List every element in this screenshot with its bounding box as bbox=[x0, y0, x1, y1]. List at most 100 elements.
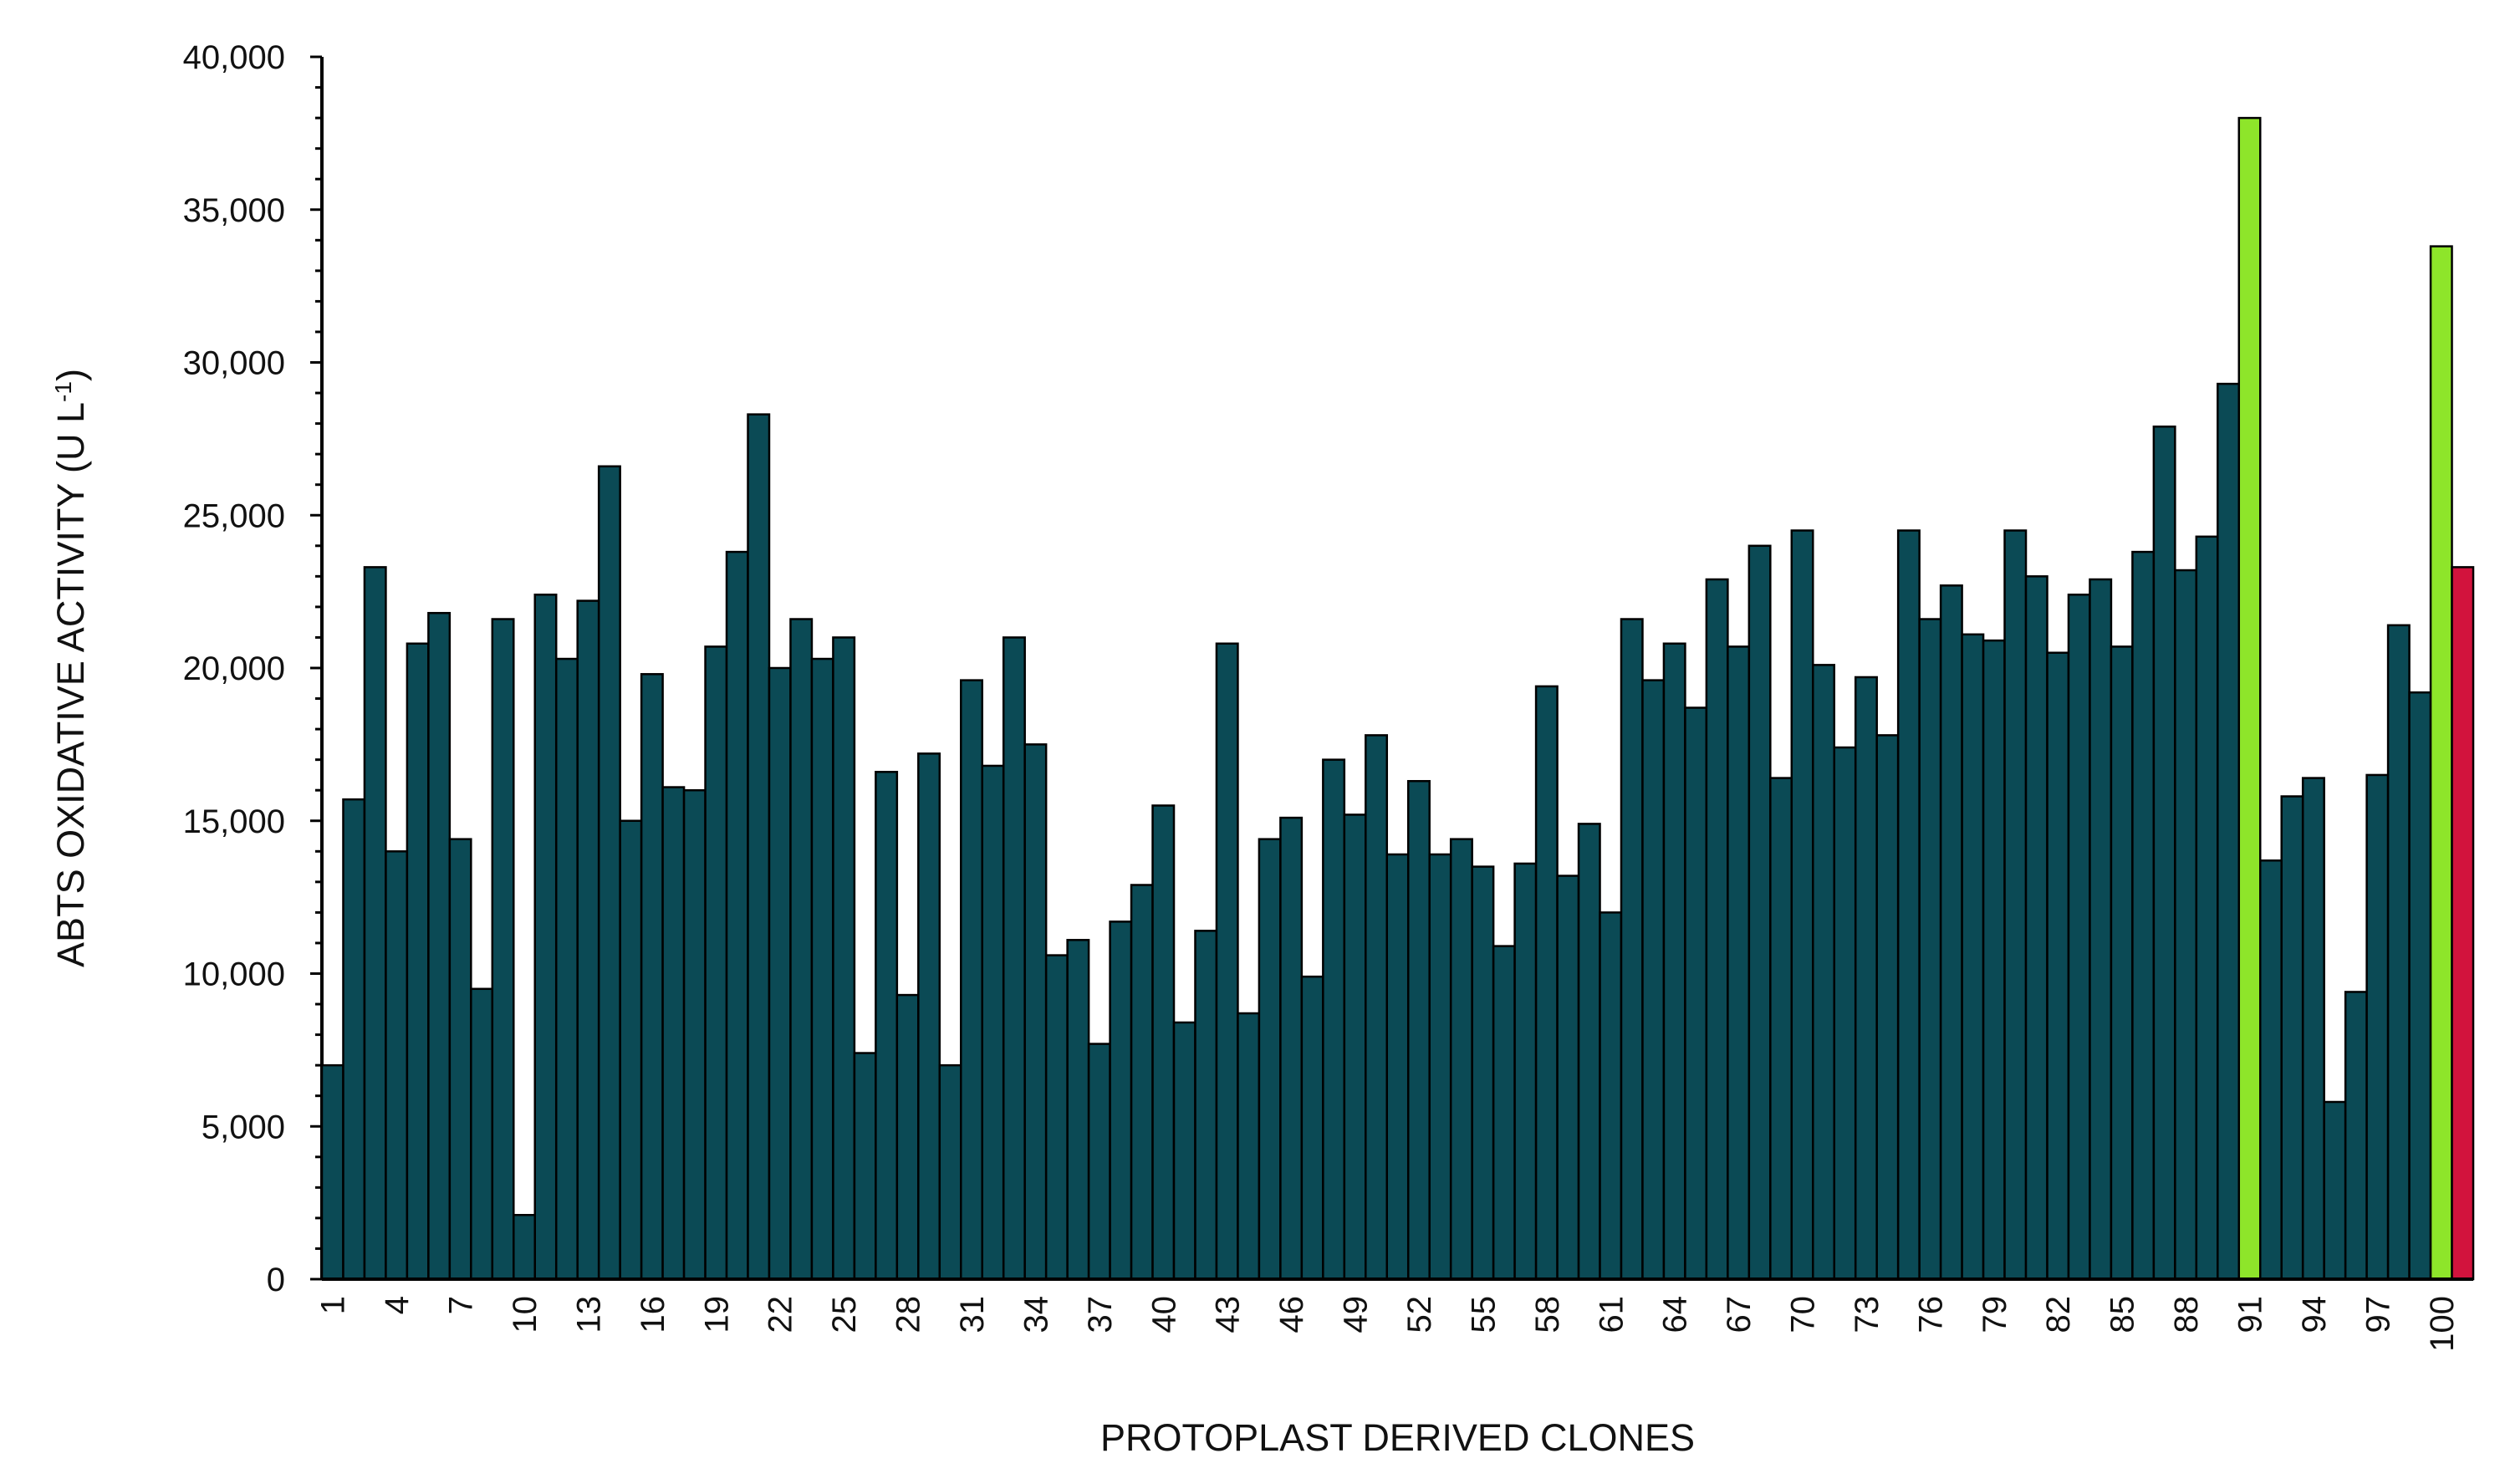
bar-clone-43 bbox=[1215, 642, 1239, 1281]
x-tick-label: 55 bbox=[1465, 1296, 1502, 1334]
x-tick-label: 85 bbox=[2105, 1296, 2141, 1334]
bar-clone-99 bbox=[2408, 691, 2432, 1281]
bar-clone-33 bbox=[1002, 636, 1026, 1281]
y-tick-label: 40,000 bbox=[183, 39, 285, 76]
x-axis: 1 4 7 10 13 16 19 22 25 28 31 34 37 40 43 46 49 52 55 58 61 6… bbox=[315, 1277, 2473, 1352]
bar-clone-13 bbox=[576, 599, 600, 1281]
y-axis-title-suffix: ) bbox=[49, 369, 92, 381]
bar-clone-47 bbox=[1300, 975, 1324, 1281]
bar-clone-34 bbox=[1023, 743, 1048, 1281]
bar-clone-27 bbox=[875, 771, 899, 1281]
bar-clone-94 bbox=[2301, 777, 2325, 1281]
x-tick-label: 61 bbox=[1593, 1296, 1630, 1334]
bar-clone-70 bbox=[1790, 529, 1814, 1281]
x-tick-label: 97 bbox=[2360, 1296, 2396, 1334]
bar-clone-91 bbox=[2237, 116, 2262, 1281]
bar-clone-96 bbox=[2344, 991, 2368, 1281]
y-tick-label: 0 bbox=[267, 1262, 285, 1298]
bar-clone-35 bbox=[1044, 954, 1069, 1281]
bar-clone-36 bbox=[1066, 939, 1090, 1281]
bar-clone-67 bbox=[1727, 645, 1751, 1281]
bar-clone-79 bbox=[1982, 639, 2006, 1281]
bar-clone-92 bbox=[2259, 859, 2283, 1281]
bar-clone-89 bbox=[2195, 535, 2219, 1281]
bar-clone-30 bbox=[938, 1063, 962, 1281]
y-tick-label: 30,000 bbox=[183, 345, 285, 382]
bar-clone-55 bbox=[1471, 865, 1495, 1281]
bar-clone-85 bbox=[2110, 645, 2134, 1281]
bar-clone-88 bbox=[2174, 569, 2198, 1281]
bar-clone-61 bbox=[1599, 911, 1623, 1281]
bar-clone-98 bbox=[2386, 624, 2411, 1281]
bar-clone-71 bbox=[1812, 664, 1836, 1281]
bar-clone-64 bbox=[1662, 642, 1686, 1281]
x-tick-label: 91 bbox=[2232, 1296, 2269, 1334]
bar-clone-7 bbox=[448, 838, 472, 1281]
bar-clone-86 bbox=[2131, 550, 2156, 1281]
y-tick-label: 35,000 bbox=[183, 192, 285, 229]
bar-clone-44 bbox=[1237, 1012, 1261, 1281]
x-tick-label: 70 bbox=[1785, 1296, 1822, 1334]
bar-clone-59 bbox=[1556, 875, 1580, 1281]
bar-clone-72 bbox=[1833, 746, 1857, 1281]
bar-clone-54 bbox=[1449, 838, 1473, 1281]
bar-clone-81 bbox=[2024, 575, 2048, 1281]
bar-clone-73 bbox=[1854, 676, 1878, 1281]
bar-clone-100 bbox=[2429, 245, 2453, 1281]
y-axis-title-superscript: -1 bbox=[50, 381, 76, 402]
y-axis-title: ABTS OXIDATIVE ACTIVITY (U L-1) bbox=[49, 369, 92, 967]
bar-clone-23 bbox=[789, 618, 814, 1281]
bars bbox=[320, 116, 2475, 1281]
y-tick-label: 5,000 bbox=[202, 1109, 285, 1145]
bar-clone-87 bbox=[2152, 426, 2176, 1281]
y-tick-label: 25,000 bbox=[183, 497, 285, 534]
bar-clone-10 bbox=[513, 1213, 537, 1281]
x-tick-label: 94 bbox=[2296, 1296, 2333, 1334]
bar-clone-4 bbox=[385, 850, 409, 1281]
bar-clone-52 bbox=[1406, 779, 1431, 1281]
bar-clone-18 bbox=[682, 788, 707, 1281]
bar-clone-41 bbox=[1172, 1021, 1196, 1281]
bar-clone-63 bbox=[1641, 679, 1666, 1281]
x-tick-label: 49 bbox=[1338, 1296, 1375, 1334]
x-tick-label: 4 bbox=[379, 1296, 416, 1314]
bar-clone-51 bbox=[1385, 853, 1410, 1281]
x-tick-label: 52 bbox=[1401, 1296, 1438, 1334]
bar-clone-77 bbox=[1939, 584, 1963, 1281]
bar-clone-19 bbox=[704, 645, 728, 1281]
bar-clone-42 bbox=[1194, 930, 1218, 1281]
bar-clone-82 bbox=[2046, 651, 2070, 1281]
bar-clone-20 bbox=[725, 550, 749, 1281]
x-tick-label: 100 bbox=[2424, 1296, 2461, 1352]
bar-clone-80 bbox=[2003, 529, 2028, 1281]
x-tick-label: 46 bbox=[1273, 1296, 1310, 1334]
bar-clone-90 bbox=[2217, 382, 2241, 1281]
bar-clone-26 bbox=[853, 1052, 877, 1281]
bar-clone-48 bbox=[1322, 758, 1346, 1281]
x-tick-label: 58 bbox=[1529, 1296, 1566, 1334]
bar-clone-37 bbox=[1087, 1043, 1111, 1281]
bar-clone-12 bbox=[554, 657, 579, 1281]
bar-clone-60 bbox=[1577, 823, 1601, 1281]
bar-clone-32 bbox=[981, 764, 1005, 1281]
x-tick-label: 64 bbox=[1657, 1296, 1694, 1334]
bar-clone-14 bbox=[597, 465, 621, 1281]
x-tick-label: 37 bbox=[1082, 1296, 1119, 1334]
bar-clone-5 bbox=[406, 642, 430, 1281]
bar-clone-95 bbox=[2323, 1100, 2347, 1281]
x-tick-label: 40 bbox=[1145, 1296, 1182, 1334]
bar-clone-46 bbox=[1279, 816, 1304, 1281]
bar-clone-8 bbox=[470, 987, 494, 1281]
x-tick-label: 73 bbox=[1849, 1296, 1885, 1334]
x-tick-label: 28 bbox=[890, 1296, 927, 1334]
bar-clone-66 bbox=[1705, 578, 1729, 1281]
bar-clone-39 bbox=[1130, 884, 1154, 1281]
x-tick-label: 67 bbox=[1721, 1296, 1758, 1334]
x-axis-title: PROTOPLAST DERIVED CLONES bbox=[1100, 1416, 1695, 1459]
bar-clone-68 bbox=[1747, 544, 1772, 1281]
y-tick-label: 20,000 bbox=[183, 650, 285, 687]
bar-clone-25 bbox=[832, 636, 856, 1281]
bar-clone-2 bbox=[342, 798, 366, 1281]
bar-clone-76 bbox=[1918, 618, 1942, 1281]
